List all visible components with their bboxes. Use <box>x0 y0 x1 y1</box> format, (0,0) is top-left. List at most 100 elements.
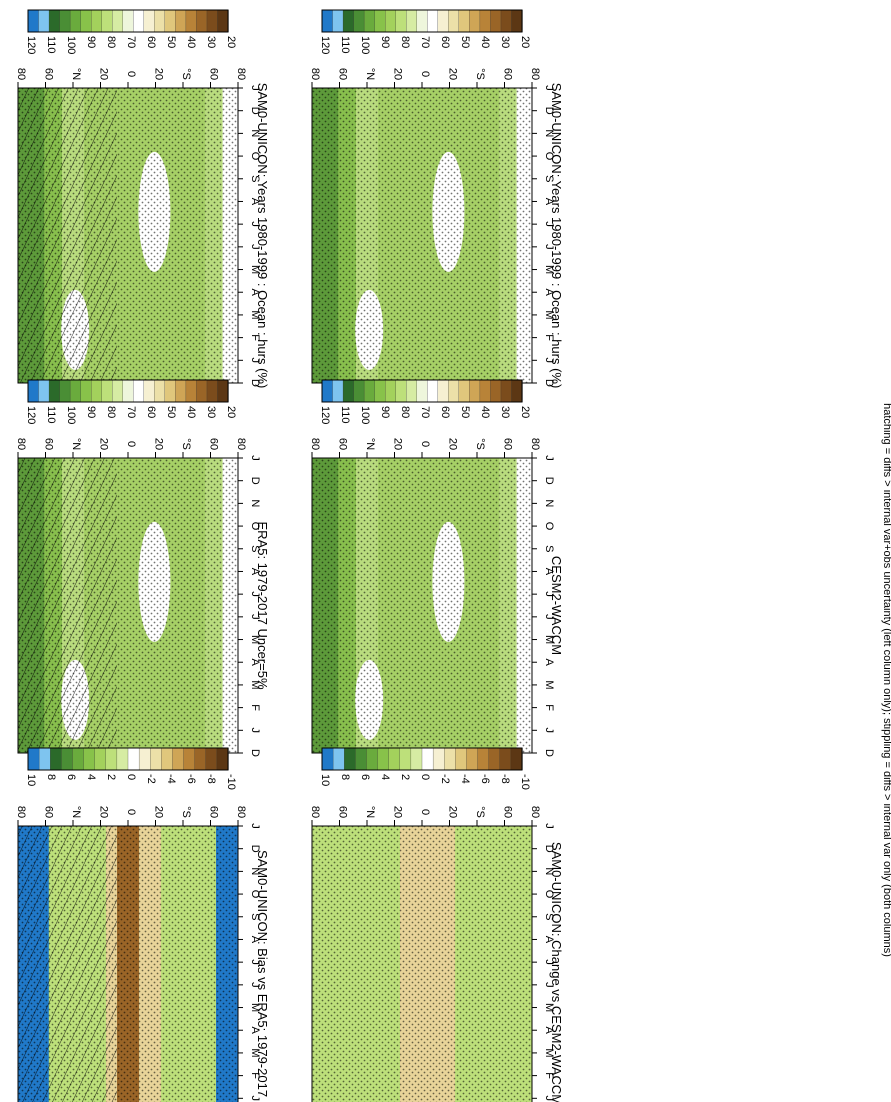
colorbar-swatch <box>161 747 174 771</box>
month-label: O <box>249 522 261 531</box>
lat-label: 0 <box>419 809 431 815</box>
month-label: J <box>249 959 261 965</box>
colorbar-swatch <box>353 379 365 403</box>
colorbar-label: 50 <box>165 406 177 418</box>
colorbar-label: 100 <box>65 406 77 424</box>
colorbar-swatch <box>80 9 92 33</box>
figure-footer: hatching = diffs > internal var+obs unce… <box>881 403 891 957</box>
panel-tr: SAM0-UNICON: Years 1980-1999 : Ocean : h… <box>309 9 564 389</box>
colorbar-swatch <box>321 9 334 33</box>
lat-label: 80 <box>529 806 541 818</box>
month-label: J <box>543 728 555 734</box>
lat-label: 60 <box>208 806 220 818</box>
colorbar-swatch <box>38 379 50 403</box>
colorbar-swatch <box>500 9 513 33</box>
colorbar-swatch <box>175 379 187 403</box>
month-label: J <box>543 614 555 620</box>
month-label: O <box>249 890 261 899</box>
colorbar-swatch <box>490 379 502 403</box>
colorbar-label: 8 <box>45 774 57 780</box>
month-label: J <box>249 455 261 461</box>
lat-label: 20 <box>392 438 404 450</box>
colorbar-swatch <box>488 747 501 771</box>
lat-label: 20 <box>447 806 459 818</box>
colorbar-frame <box>321 9 523 33</box>
month-label: A <box>543 1027 555 1035</box>
month-label: A <box>249 568 261 576</box>
month-label: S <box>249 175 261 182</box>
colorbar-swatch <box>321 747 334 771</box>
colorbar-swatch <box>374 9 386 33</box>
colorbar-swatch <box>27 9 40 33</box>
month-label: J <box>543 358 555 364</box>
colorbar-label: 110 <box>45 36 57 54</box>
month-label: A <box>249 289 261 297</box>
colorbar-swatch <box>427 379 439 403</box>
lat-label: 80 <box>529 438 541 450</box>
lat-label: 20 <box>392 68 404 80</box>
month-label: J <box>249 982 261 988</box>
panel-title: SAM0-UNICON: Years 1980-1999 : Ocean : h… <box>549 83 564 389</box>
colorbar-swatch <box>133 9 145 33</box>
colorbar-label: 40 <box>479 406 491 418</box>
colorbar-swatch <box>374 379 386 403</box>
colorbar-label: 10 <box>319 774 331 786</box>
colorbar-label: 4 <box>379 774 391 780</box>
colorbar-swatch <box>469 379 481 403</box>
month-label: J <box>543 982 555 988</box>
colorbar-swatch <box>38 9 50 33</box>
colorbar-swatch <box>332 9 344 33</box>
colorbar-label: 60 <box>145 36 157 48</box>
month-label: N <box>249 499 261 507</box>
month-label: S <box>543 545 555 552</box>
colorbar-swatch <box>150 747 162 771</box>
month-label: F <box>249 704 261 711</box>
month-label: O <box>543 522 555 531</box>
colorbar-swatch <box>143 379 155 403</box>
lat-label: 80 <box>15 438 27 450</box>
colorbar-swatch <box>154 9 166 33</box>
colorbar-swatch <box>105 747 118 771</box>
colorbar-label: 100 <box>359 36 371 54</box>
colorbar-swatch <box>80 379 92 403</box>
colorbar-label: 20 <box>225 406 237 418</box>
month-label: J <box>249 221 261 227</box>
month-label: A <box>249 936 261 944</box>
colorbar-swatch <box>466 747 479 771</box>
colorbar-label: 40 <box>479 36 491 48</box>
colorbar-swatch <box>437 9 449 33</box>
colorbar-swatch <box>48 9 61 33</box>
colorbar-swatch <box>510 747 523 771</box>
month-label: M <box>543 680 555 689</box>
lat-label: °N <box>70 438 82 450</box>
month-label: M <box>543 1003 555 1012</box>
lat-label: 80 <box>309 68 321 80</box>
panel-title: ERA5: 1979-2017 Uncer=5% <box>255 521 270 689</box>
lat-label: 80 <box>15 68 27 80</box>
colorbar-swatch <box>388 747 401 771</box>
lat-label: °S <box>474 68 486 80</box>
colorbar-label: 2 <box>399 774 411 780</box>
colorbar-label: 50 <box>459 406 471 418</box>
colorbar-label: 110 <box>339 406 351 424</box>
stippling <box>312 88 532 383</box>
colorbar-swatch <box>500 379 513 403</box>
colorbar-swatch <box>164 9 177 33</box>
colorbar-label: -10 <box>519 774 531 790</box>
lat-label: °S <box>474 806 486 818</box>
colorbar-swatch <box>427 9 439 33</box>
colorbar-swatch <box>410 747 423 771</box>
month-label: F <box>543 704 555 711</box>
lat-label: 20 <box>153 806 165 818</box>
month-label: D <box>249 379 261 387</box>
colorbar-swatch <box>399 747 412 771</box>
colorbar-label: 110 <box>45 406 57 424</box>
month-label: S <box>543 913 555 920</box>
colorbar-label: 70 <box>125 36 137 48</box>
colorbar-swatch <box>59 9 71 33</box>
colorbar-swatch <box>101 379 113 403</box>
month-label: J <box>249 358 261 364</box>
lat-label: °N <box>364 806 376 818</box>
colorbar-swatch <box>27 379 40 403</box>
